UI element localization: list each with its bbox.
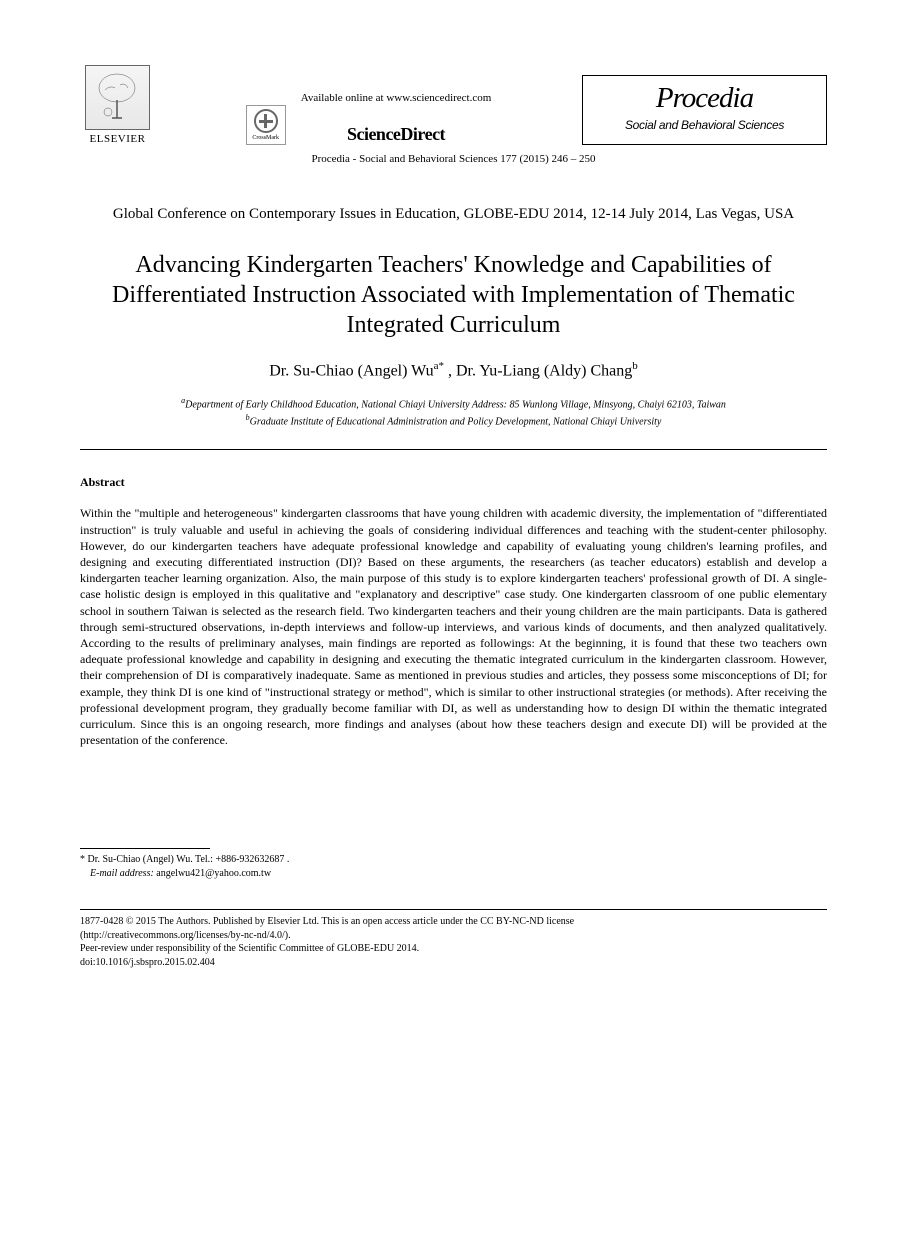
procedia-subtitle: Social and Behavioral Sciences	[598, 118, 811, 132]
peer-review-line: Peer-review under responsibility of the …	[80, 942, 827, 956]
elsevier-tree-icon	[85, 65, 150, 130]
author-2: Dr. Yu-Liang (Aldy) Chang	[456, 362, 632, 379]
procedia-title: Procedia	[598, 84, 811, 113]
divider-top	[80, 449, 827, 450]
email-address: angelwu421@yahoo.com.tw	[156, 868, 271, 879]
elsevier-text: ELSEVIER	[90, 133, 146, 145]
procedia-box: Procedia Social and Behavioral Sciences	[582, 75, 827, 145]
header-row: ELSEVIER CrossMark Available online at w…	[80, 60, 827, 145]
affiliations: aDepartment of Early Childhood Education…	[80, 395, 827, 430]
journal-citation: Procedia - Social and Behavioral Science…	[80, 153, 827, 165]
doi-line: doi:10.1016/j.sbspro.2015.02.404	[80, 956, 827, 970]
available-online-text: Available online at www.sciencedirect.co…	[301, 92, 492, 104]
author-1: Dr. Su-Chiao (Angel) Wu	[269, 362, 433, 379]
conference-info: Global Conference on Contemporary Issues…	[80, 205, 827, 225]
affiliation-a: Department of Early Childhood Education,…	[185, 399, 726, 410]
header-center: CrossMark Available online at www.scienc…	[155, 92, 582, 145]
crossmark-label: CrossMark	[252, 135, 279, 141]
email-line: E-mail address: angelwu421@yahoo.com.tw	[80, 868, 827, 879]
affiliation-b: Graduate Institute of Educational Admini…	[250, 416, 662, 427]
sciencedirect-logo: ScienceDirect	[301, 124, 492, 145]
license-link[interactable]: (http://creativecommons.org/licenses/by-…	[80, 929, 827, 943]
author-1-sup: a*	[434, 360, 444, 372]
copyright-block: 1877-0428 © 2015 The Authors. Published …	[80, 915, 827, 969]
corresponding-author: * Dr. Su-Chiao (Angel) Wu. Tel.: +886-93…	[80, 854, 827, 865]
abstract-text: Within the "multiple and heterogeneous" …	[80, 505, 827, 748]
authors-line: Dr. Su-Chiao (Angel) Wua* , Dr. Yu-Liang…	[80, 360, 827, 380]
footer-section: * Dr. Su-Chiao (Angel) Wu. Tel.: +886-93…	[80, 848, 827, 879]
author-2-sup: b	[632, 360, 638, 372]
footer-divider	[80, 909, 827, 910]
footnote-rule	[80, 848, 210, 849]
abstract-heading: Abstract	[80, 475, 827, 490]
article-title: Advancing Kindergarten Teachers' Knowled…	[80, 250, 827, 340]
copyright-line: 1877-0428 © 2015 The Authors. Published …	[80, 915, 827, 929]
email-label: E-mail address:	[90, 868, 154, 879]
elsevier-logo: ELSEVIER	[80, 60, 155, 145]
crossmark-icon[interactable]: CrossMark	[246, 105, 286, 145]
